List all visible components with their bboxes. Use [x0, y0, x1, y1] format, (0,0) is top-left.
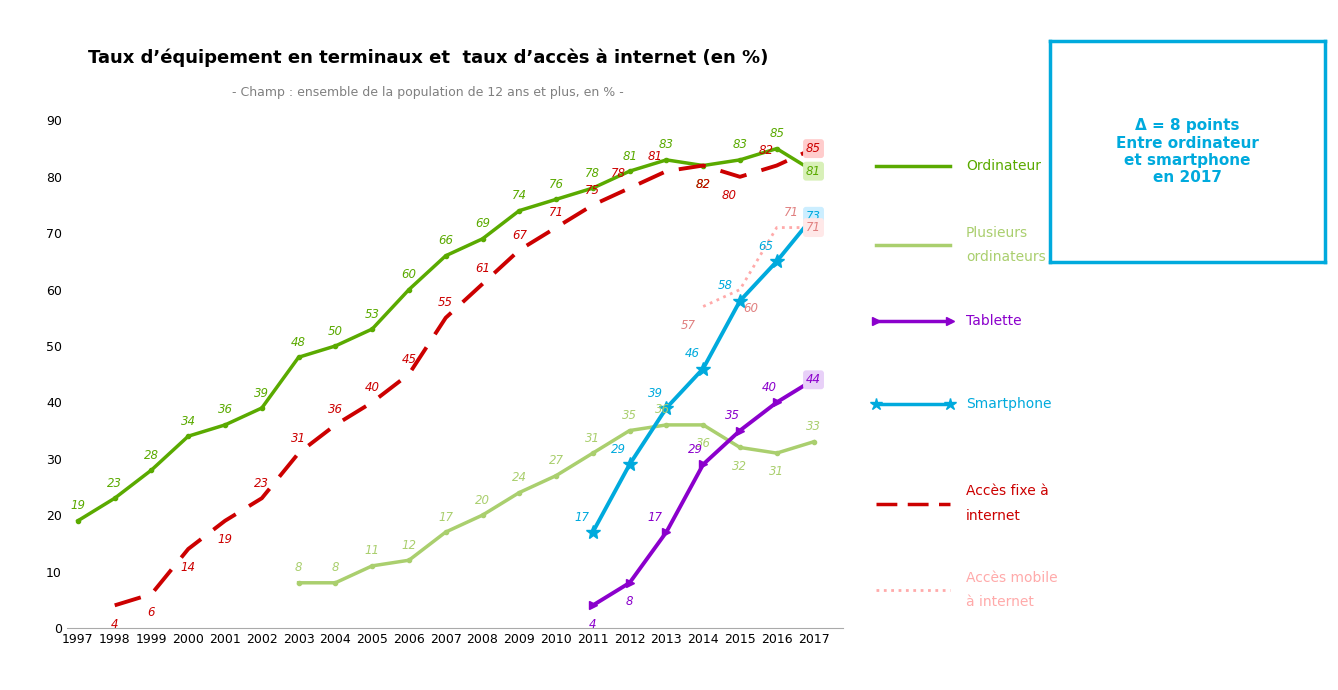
Text: 23: 23: [107, 477, 122, 490]
Text: 4: 4: [111, 618, 119, 631]
Text: 32: 32: [732, 460, 748, 473]
Text: 58: 58: [717, 279, 733, 293]
Text: Taux d’équipement en terminaux et  taux d’accès à internet (en %): Taux d’équipement en terminaux et taux d…: [88, 48, 768, 67]
Text: Δ = 8 points
Entre ordinateur
et smartphone
en 2017: Δ = 8 points Entre ordinateur et smartph…: [1116, 118, 1259, 186]
Text: 69: 69: [475, 217, 490, 230]
Text: 35: 35: [725, 409, 740, 422]
Text: 35: 35: [622, 409, 637, 422]
Text: 36: 36: [696, 437, 710, 451]
Text: 74: 74: [511, 189, 527, 202]
Text: 31: 31: [585, 432, 601, 444]
Text: 34: 34: [181, 415, 195, 428]
Text: 17: 17: [574, 511, 589, 524]
Text: 33: 33: [805, 420, 822, 433]
Text: 50: 50: [328, 324, 343, 337]
Text: 28: 28: [145, 448, 159, 462]
Text: 8: 8: [332, 562, 339, 574]
Text: 66: 66: [439, 235, 454, 247]
Text: 40: 40: [761, 381, 777, 394]
Text: Smartphone: Smartphone: [966, 397, 1052, 411]
Text: 82: 82: [696, 178, 710, 191]
Text: 17: 17: [648, 511, 662, 524]
Text: 8: 8: [294, 562, 302, 574]
Text: 81: 81: [622, 150, 637, 163]
Text: 19: 19: [71, 500, 86, 512]
Text: internet: internet: [966, 509, 1021, 523]
Text: 81: 81: [648, 150, 662, 163]
Text: 83: 83: [658, 139, 674, 151]
Text: 73: 73: [805, 210, 822, 223]
Text: 39: 39: [648, 386, 662, 400]
Text: 85: 85: [769, 127, 784, 140]
Text: 27: 27: [549, 454, 563, 467]
Text: 78: 78: [585, 166, 601, 179]
Text: 65: 65: [759, 240, 773, 253]
Text: 82: 82: [759, 144, 773, 157]
Text: 61: 61: [475, 262, 490, 275]
Text: 71: 71: [805, 221, 822, 234]
Text: Accès mobile: Accès mobile: [966, 571, 1057, 584]
Text: 6: 6: [147, 607, 155, 620]
Text: 29: 29: [688, 443, 704, 456]
Text: Plusieurs: Plusieurs: [966, 226, 1028, 239]
Text: 45: 45: [401, 353, 416, 366]
Text: 75: 75: [585, 184, 601, 197]
Text: Accès fixe à: Accès fixe à: [966, 484, 1049, 498]
Text: 55: 55: [439, 296, 454, 309]
Text: 81: 81: [805, 165, 822, 177]
Text: à internet: à internet: [966, 595, 1034, 609]
Text: 36: 36: [656, 404, 670, 417]
Text: 20: 20: [475, 493, 490, 506]
Text: 48: 48: [292, 336, 306, 348]
Text: 31: 31: [292, 432, 306, 444]
Text: 57: 57: [681, 319, 696, 332]
Text: 71: 71: [549, 206, 563, 219]
Text: 8: 8: [626, 595, 633, 608]
Text: 78: 78: [611, 166, 626, 179]
Text: Ordinateur: Ordinateur: [966, 159, 1041, 172]
Text: ordinateurs: ordinateurs: [966, 250, 1046, 264]
Text: 60: 60: [744, 302, 759, 315]
Text: 44: 44: [805, 373, 822, 386]
Text: - Champ : ensemble de la population de 12 ans et plus, en % -: - Champ : ensemble de la population de 1…: [233, 86, 624, 99]
Text: 12: 12: [401, 539, 416, 552]
Text: 31: 31: [769, 466, 784, 478]
Text: 82: 82: [696, 178, 710, 191]
Text: 60: 60: [401, 268, 416, 281]
Text: 11: 11: [365, 544, 380, 558]
Text: 29: 29: [611, 443, 626, 456]
Text: 17: 17: [439, 511, 454, 524]
Text: 24: 24: [511, 471, 527, 484]
Text: 83: 83: [732, 139, 748, 151]
Text: 19: 19: [218, 533, 233, 546]
Text: 76: 76: [549, 178, 563, 191]
Text: 85: 85: [805, 142, 822, 155]
Text: 80: 80: [721, 189, 736, 202]
Text: 40: 40: [365, 381, 380, 394]
Text: 53: 53: [365, 308, 380, 321]
Text: Tablette: Tablette: [966, 314, 1022, 328]
Text: 36: 36: [328, 404, 343, 417]
Text: 4: 4: [589, 618, 597, 631]
Text: 71: 71: [784, 206, 799, 219]
Text: 67: 67: [511, 228, 527, 242]
Text: 36: 36: [218, 404, 233, 417]
Text: 23: 23: [254, 477, 269, 490]
Text: 46: 46: [685, 347, 700, 360]
Text: 39: 39: [254, 386, 269, 400]
Text: 14: 14: [181, 562, 195, 574]
